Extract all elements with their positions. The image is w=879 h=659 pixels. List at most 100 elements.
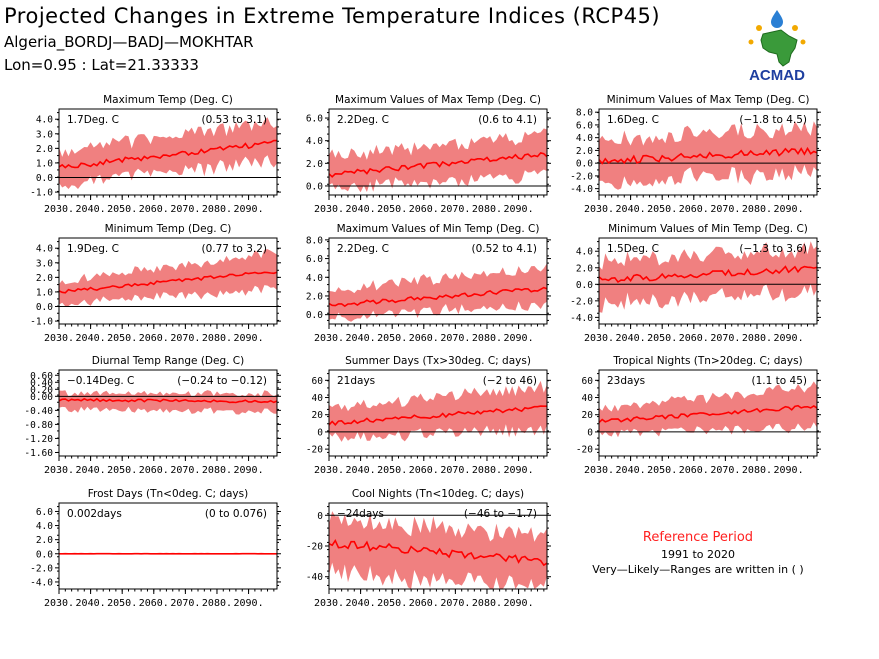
y-tick-label: 4.0 (36, 244, 53, 255)
likely-range-band (59, 117, 277, 189)
y-tick-label: 4.0 (306, 136, 323, 147)
y-tick-label: 0.60 (30, 371, 53, 382)
x-tick-label: 2050. (377, 204, 407, 215)
y-tick-label: 4.0 (576, 133, 593, 144)
x-tick-label: 2060. (139, 598, 169, 609)
median-line (328, 538, 548, 567)
y-tick-label: -40 (306, 572, 323, 583)
y-tick-label: 0 (587, 427, 593, 438)
y-tick-label: 6.0 (306, 254, 323, 265)
likely-range-label: (0.53 to 3.1) (202, 114, 268, 126)
x-tick-label: 2060. (679, 333, 709, 344)
x-tick-label: 2070. (170, 204, 200, 215)
chart-title: Minimum Values of Min Temp (Deg. C) (608, 223, 808, 235)
change-value-label: −0.14Deg. C (67, 375, 134, 387)
y-tick-label: 1.0 (36, 287, 53, 298)
median-line (58, 397, 278, 404)
median-line (598, 265, 818, 284)
y-tick-label: -1.0 (30, 188, 53, 199)
africa-map-logo: ACMAD (748, 10, 806, 84)
chart-panel-5: 0.0 2.0 4.0 6.0 8.0 2030. 2040. 2050. 2060. 2070.… (306, 223, 551, 344)
chart-title: Diurnal Temp Range (Deg. C) (92, 355, 244, 367)
plot-frame (58, 502, 278, 590)
africa-shape (760, 29, 798, 67)
plot-frame (598, 369, 818, 457)
y-tick-label: 20 (582, 410, 594, 421)
x-tick-label: 2070. (440, 465, 470, 476)
x-tick-label: 2030. (44, 204, 74, 215)
logo-text: ACMAD (749, 67, 805, 84)
x-tick-label: 2050. (377, 333, 407, 344)
y-tick-label: 0.0 (576, 280, 593, 291)
likely-range-label: (0.77 to 3.2) (202, 243, 268, 255)
change-value-label: 1.9Deg. C (67, 243, 119, 255)
chart-title: Frost Days (Tn<0deg. C; days) (88, 488, 248, 500)
x-tick-label: 2090. (504, 204, 534, 215)
x-tick-label: 2070. (440, 598, 470, 609)
chart-title: Maximum Temp (Deg. C) (103, 94, 233, 106)
likely-range-band (329, 128, 547, 193)
y-tick-label: -2.0 (30, 563, 53, 574)
y-tick-label: 0.0 (36, 173, 53, 184)
likely-range-label: (−0.24 to −0.12) (177, 375, 267, 387)
y-tick-label: 2.0 (576, 263, 593, 274)
change-value-label: 2.2Deg. C (337, 114, 389, 126)
y-tick-label: 0.20 (30, 385, 53, 396)
y-tick-label: 0.0 (36, 549, 53, 560)
x-tick-label: 2030. (314, 598, 344, 609)
median-line (58, 139, 278, 169)
y-tick-label: -0.40 (24, 406, 53, 417)
sun-drop-icon (748, 10, 806, 45)
x-tick-label: 2040. (346, 204, 376, 215)
x-tick-label: 2030. (314, 465, 344, 476)
likely-range-label: (−1.8 to 4.5) (739, 114, 807, 126)
page-title: Projected Changes in Extreme Temperature… (4, 4, 661, 28)
y-tick-label: 8.0 (576, 108, 593, 119)
chart-panel-7: -1.60 -1.20 -0.80 -0.40 0.000.200.400.60 2030… (24, 355, 281, 476)
likely-range-label: (−2 to 46) (483, 375, 537, 387)
x-tick-label: 2060. (409, 465, 439, 476)
y-tick-label: 60 (582, 376, 594, 387)
likely-range-band (329, 263, 547, 322)
likely-range-band (59, 390, 277, 415)
chart-panel-9: -20 0 20 40 60 2030. 2040. 2050. 2060. 2070. 2080.… (576, 355, 821, 476)
likely-range-label: (−1.3 to 3.6) (739, 243, 807, 255)
chart-title: Maximum Values of Min Temp (Deg. C) (337, 223, 540, 235)
change-value-label: −24days (337, 508, 384, 520)
likely-range-label: (0 to 0.076) (205, 508, 267, 520)
y-tick-label: -20 (576, 445, 593, 456)
x-tick-label: 2070. (710, 465, 740, 476)
y-tick-label: -4.0 (570, 313, 593, 324)
x-tick-label: 2050. (377, 598, 407, 609)
x-tick-label: 2030. (584, 204, 614, 215)
plot-frame (328, 108, 548, 196)
y-tick-label: 2.0 (36, 273, 53, 284)
y-tick-label: -20 (306, 542, 323, 553)
change-value-label: 2.2Deg. C (337, 243, 389, 255)
likely-range-band (599, 241, 817, 313)
y-tick-label: 2.0 (306, 291, 323, 302)
x-tick-label: 2030. (44, 598, 74, 609)
y-tick-label: -2.0 (570, 171, 593, 182)
chart-panel-10: -4.0 -2.0 0.0 2.0 4.0 6.0 2030. 2040. 2050. 2060.… (30, 488, 281, 609)
y-tick-label: 0.0 (306, 181, 323, 192)
y-tick-label: 2.0 (36, 144, 53, 155)
y-tick-label: -4.0 (30, 577, 53, 588)
likely-range-band (59, 249, 277, 307)
x-tick-label: 2090. (504, 465, 534, 476)
x-tick-label: 2070. (710, 333, 740, 344)
y-tick-label: -2.0 (570, 296, 593, 307)
x-tick-label: 2090. (234, 465, 264, 476)
chart-panel-11: -40 -20 0 2030. 2040. 2050. 2060. 2070. 2080. 209… (306, 488, 551, 609)
x-tick-label: 2090. (234, 204, 264, 215)
reference-period-title: Reference Period (642, 530, 754, 545)
y-tick-label: 0.40 (30, 378, 53, 389)
x-tick-label: 2090. (504, 598, 534, 609)
chart-title: Summer Days (Tx>30deg. C; days) (345, 355, 531, 367)
likely-range-band (599, 381, 817, 438)
x-tick-label: 2060. (409, 333, 439, 344)
x-tick-label: 2050. (647, 204, 677, 215)
likely-range-label: (0.6 to 4.1) (478, 114, 537, 126)
y-tick-label: 60 (312, 376, 324, 387)
